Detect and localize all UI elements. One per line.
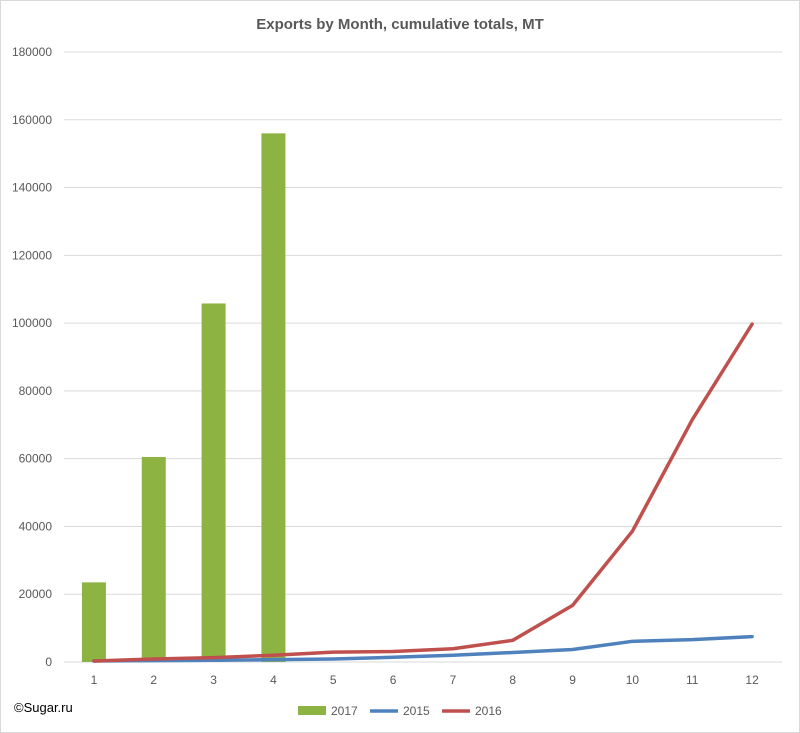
bar-2017	[201, 303, 226, 662]
y-tick-label: 180000	[12, 45, 52, 59]
x-tick-label: 12	[745, 673, 759, 687]
y-tick-label: 40000	[19, 519, 53, 533]
y-tick-label: 60000	[19, 452, 53, 466]
y-tick-label: 160000	[12, 113, 52, 127]
x-tick-label: 10	[626, 673, 640, 687]
x-tick-label: 6	[390, 673, 397, 687]
bar-2017	[81, 582, 106, 662]
y-tick-label: 20000	[19, 587, 53, 601]
x-tick-label: 8	[509, 673, 516, 687]
bar-2017	[261, 133, 286, 663]
chart-title: Exports by Month, cumulative totals, MT	[256, 16, 544, 33]
x-tick-label: 4	[270, 673, 277, 687]
legend-swatch-2017	[298, 706, 326, 715]
line-2016	[92, 322, 754, 663]
legend-label-2015: 2015	[403, 704, 430, 718]
y-tick-label: 120000	[12, 248, 52, 262]
x-tick-label: 7	[450, 673, 457, 687]
y-tick-label: 0	[45, 655, 52, 669]
x-tick-label: 11	[686, 673, 699, 687]
x-tick-label: 5	[330, 673, 337, 687]
legend-label-2016: 2016	[475, 704, 502, 718]
line-series	[92, 322, 754, 663]
watermark: ©Sugar.ru	[14, 700, 73, 715]
line-2015	[92, 634, 754, 663]
y-tick-label: 140000	[12, 181, 52, 195]
x-tick-label: 9	[569, 673, 576, 687]
y-tick-label: 100000	[12, 316, 52, 330]
gridlines	[64, 51, 782, 663]
y-tick-label: 80000	[19, 384, 53, 398]
x-tick-label: 1	[91, 673, 98, 687]
x-tick-label: 3	[210, 673, 217, 687]
legend: 2017 2015 2016	[298, 704, 502, 718]
bar-2017	[141, 456, 166, 662]
x-tick-label: 2	[150, 673, 157, 687]
y-axis: 0 20000 40000 60000 80000 100000 120000 140000 1…	[12, 45, 52, 669]
x-axis: 1 2 3 4 5 6 7 8 9 10 11 12	[64, 661, 782, 687]
legend-label-2017: 2017	[331, 704, 358, 718]
bar-series	[81, 133, 286, 663]
